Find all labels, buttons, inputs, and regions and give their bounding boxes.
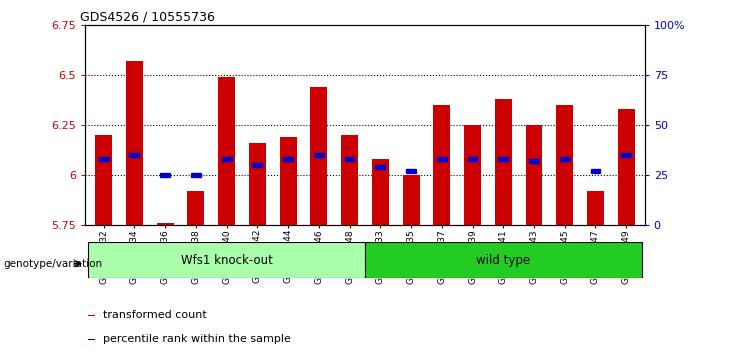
- Bar: [156, 223, 173, 225]
- Bar: [314, 153, 324, 157]
- Bar: [218, 77, 235, 225]
- Bar: [99, 156, 109, 161]
- Bar: [587, 191, 604, 225]
- Bar: [130, 153, 139, 157]
- Text: genotype/variation: genotype/variation: [4, 259, 103, 269]
- Bar: [279, 137, 296, 225]
- Bar: [618, 109, 635, 225]
- Text: percentile rank within the sample: percentile rank within the sample: [103, 334, 291, 344]
- Bar: [402, 175, 419, 225]
- Bar: [621, 153, 631, 157]
- Bar: [525, 125, 542, 225]
- Bar: [88, 315, 95, 316]
- Bar: [341, 135, 358, 225]
- Bar: [464, 125, 481, 225]
- Bar: [591, 169, 600, 173]
- Bar: [160, 173, 170, 177]
- Bar: [433, 105, 451, 225]
- Bar: [283, 156, 293, 161]
- Bar: [437, 156, 447, 161]
- Bar: [222, 156, 231, 161]
- Bar: [345, 156, 354, 161]
- Bar: [253, 162, 262, 167]
- Bar: [191, 173, 201, 177]
- Text: GDS4526 / 10555736: GDS4526 / 10555736: [79, 11, 214, 24]
- Bar: [95, 135, 112, 225]
- Bar: [406, 169, 416, 173]
- Bar: [529, 159, 539, 163]
- Bar: [365, 242, 642, 278]
- Text: Wfs1 knock-out: Wfs1 knock-out: [181, 254, 273, 267]
- Text: wild type: wild type: [476, 254, 531, 267]
- Bar: [187, 191, 205, 225]
- Bar: [310, 87, 328, 225]
- Bar: [249, 143, 266, 225]
- Bar: [499, 156, 508, 161]
- Bar: [88, 242, 365, 278]
- Bar: [376, 165, 385, 169]
- Bar: [372, 159, 389, 225]
- Bar: [468, 156, 477, 161]
- Bar: [560, 156, 570, 161]
- Bar: [126, 61, 143, 225]
- Text: transformed count: transformed count: [103, 310, 207, 320]
- Bar: [556, 105, 574, 225]
- Bar: [495, 99, 512, 225]
